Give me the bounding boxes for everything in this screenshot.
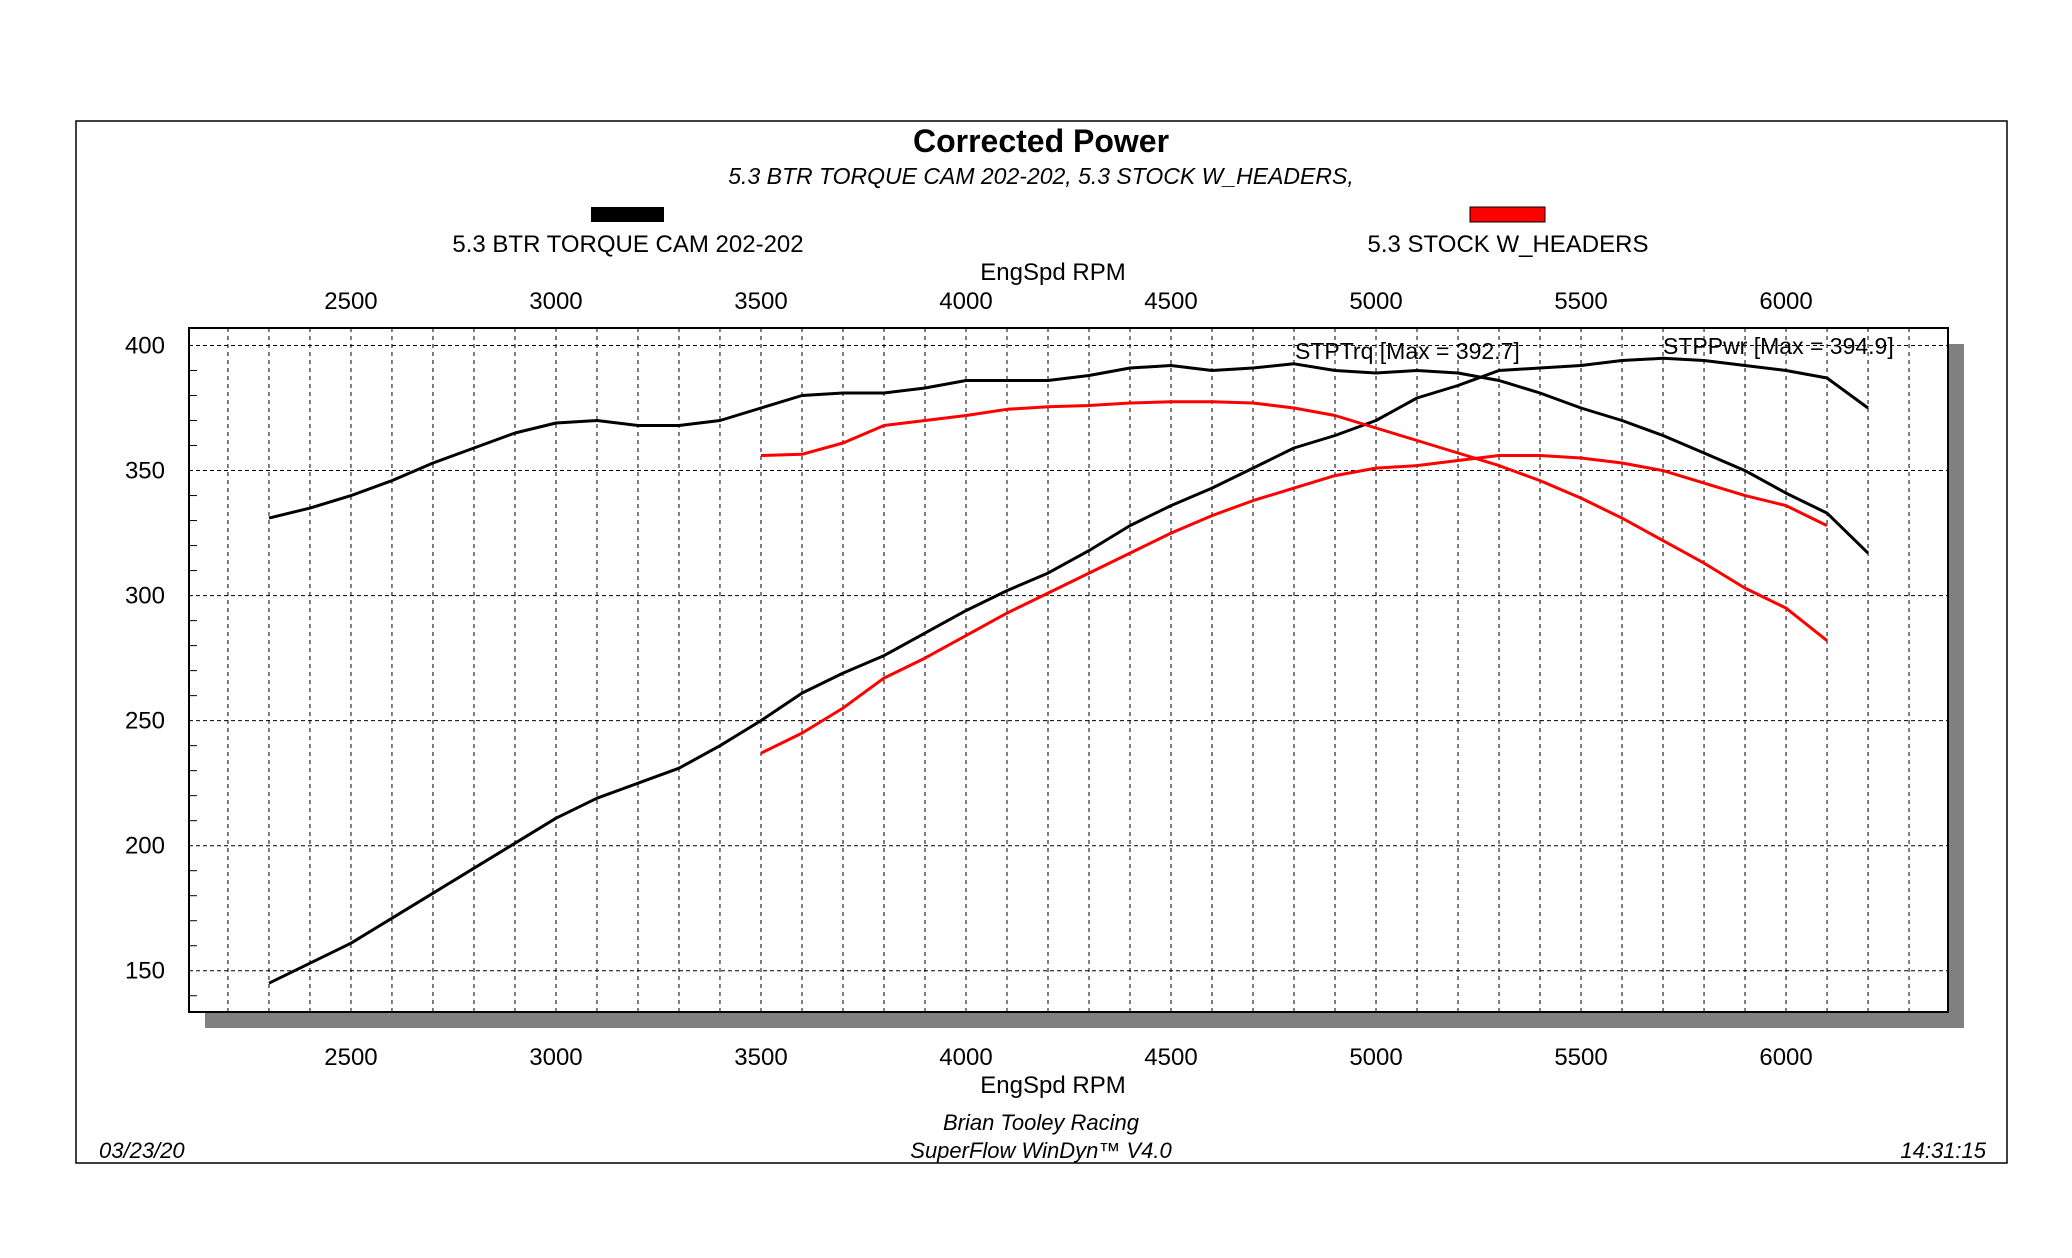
plot-area bbox=[188, 327, 1949, 1013]
x-tick-label-top: 3500 bbox=[734, 288, 787, 315]
x-tick-label: 4000 bbox=[939, 1044, 992, 1071]
chart-title: Corrected Power bbox=[913, 123, 1169, 159]
x-tick-label-top: 5500 bbox=[1554, 288, 1607, 315]
chart-subtitle: 5.3 BTR TORQUE CAM 202-202, 5.3 STOCK W_… bbox=[728, 163, 1353, 189]
x-tick-label-top: 3000 bbox=[529, 288, 582, 315]
series-lines bbox=[268, 356, 1870, 985]
x-tick-label: 2500 bbox=[324, 1044, 377, 1071]
series-line-stppwr bbox=[760, 454, 1828, 755]
y-tick-label: 350 bbox=[125, 458, 165, 485]
series-line-stptrq bbox=[268, 362, 1870, 555]
torque-max-annotation: STPTrq [Max = 392.7] bbox=[1295, 338, 1520, 364]
x-tick-label: 5000 bbox=[1349, 1044, 1402, 1071]
power-max-annotation: STPPwr [Max = 394.9] bbox=[1663, 333, 1894, 359]
x-tick-label-top: 6000 bbox=[1759, 288, 1812, 315]
y-tick-label: 200 bbox=[125, 833, 165, 860]
legend-swatch-btr bbox=[591, 207, 664, 222]
x-tick-label-top: 5000 bbox=[1349, 288, 1402, 315]
x-tick-label-top: 4000 bbox=[939, 288, 992, 315]
series-line-stptrq bbox=[760, 400, 1828, 642]
axis-ticks: 2500 2500 3000 3000 3500 3500 4000 4000 4500 4500… bbox=[125, 288, 1813, 1071]
x-tick-label: 3000 bbox=[529, 1044, 582, 1071]
footer-company: Brian Tooley Racing bbox=[943, 1110, 1140, 1135]
footer-software: SuperFlow WinDyn™ V4.0 bbox=[910, 1138, 1172, 1163]
x-tick-label: 5500 bbox=[1554, 1044, 1607, 1071]
legend-label-stock: 5.3 STOCK W_HEADERS bbox=[1368, 231, 1649, 258]
y-tick-label: 250 bbox=[125, 708, 165, 735]
legend-swatch-stock bbox=[1469, 206, 1546, 223]
x-tick-label: 3500 bbox=[734, 1044, 787, 1071]
x-tick-label-top: 2500 bbox=[324, 288, 377, 315]
legend-label-btr: 5.3 BTR TORQUE CAM 202-202 bbox=[452, 231, 803, 258]
x-tick-label: 4500 bbox=[1144, 1044, 1197, 1071]
x-tick-label: 6000 bbox=[1759, 1044, 1812, 1071]
x-axis-label: EngSpd RPM bbox=[980, 1072, 1125, 1099]
series-line-stppwr bbox=[268, 356, 1869, 985]
x-tick-label-top: 4500 bbox=[1144, 288, 1197, 315]
y-tick-label: 150 bbox=[125, 958, 165, 985]
y-tick-label: 400 bbox=[125, 333, 165, 360]
footer-time: 14:31:15 bbox=[1900, 1138, 1986, 1163]
footer-date: 03/23/20 bbox=[99, 1138, 185, 1163]
x-axis-label-top: EngSpd RPM bbox=[980, 259, 1125, 286]
y-tick-label: 300 bbox=[125, 583, 165, 610]
